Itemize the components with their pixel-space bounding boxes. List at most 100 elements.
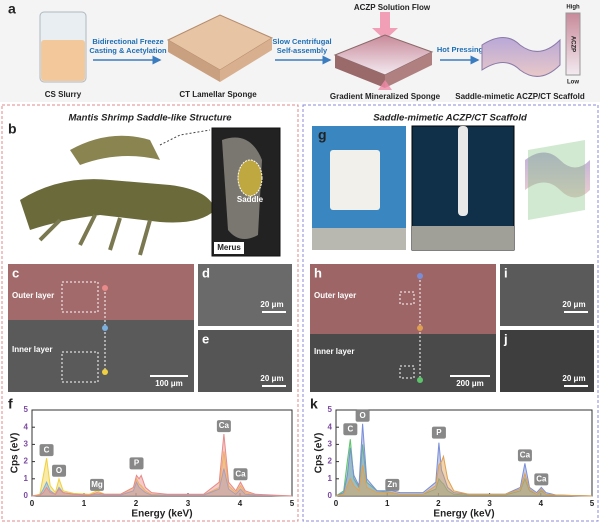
peak-label: Ca [536, 475, 547, 484]
y-tick-label: 5 [24, 405, 29, 414]
point [417, 325, 423, 331]
beaker [39, 11, 87, 83]
arrow-label: Slow Centrifugal [272, 37, 331, 46]
spectrum [31, 434, 293, 497]
panel-title: Mantis Shrimp Saddle-like Structure [68, 113, 232, 124]
panel-frame [1, 104, 299, 522]
y-axis-label: Cps (eV) [10, 433, 21, 474]
sem-image [500, 264, 594, 326]
arrow-label: Casting & Acetylation [89, 46, 167, 55]
point [417, 273, 423, 279]
panel-label: k [310, 396, 318, 412]
peak-label-box [39, 444, 54, 457]
y-axis-label: Cps (eV) [314, 433, 325, 474]
peak-label: Zn [387, 480, 397, 489]
sem-image [198, 330, 292, 392]
y-tick-label: 0 [24, 491, 29, 500]
flow-label: ACZP Solution Flow [354, 3, 431, 12]
panel-label: b [8, 121, 17, 137]
arrow-label: Self-assembly [277, 46, 328, 55]
image-label: Outer layer [314, 291, 356, 300]
panel-label: j [503, 331, 508, 346]
point [102, 325, 108, 331]
x-tick-label: 2 [134, 499, 139, 508]
x-tick-label: 1 [385, 499, 390, 508]
scale-label: 20 μm [562, 300, 585, 309]
y-tick-label: 5 [328, 405, 333, 414]
gradient-bar [565, 12, 581, 76]
peak-label: O [360, 411, 366, 420]
peak-label-box [233, 468, 248, 481]
peak-label: P [134, 458, 140, 467]
scale-label: 20 μm [260, 374, 283, 383]
x-tick-label: 3 [186, 499, 191, 508]
peak-label: Ca [219, 421, 230, 430]
panel-title: Saddle-mimetic ACZP/CT Scaffold [373, 113, 527, 124]
sem-image [500, 330, 594, 392]
peak-label-box [343, 423, 358, 436]
panel-label: a [8, 1, 16, 17]
peak-label-box [90, 478, 104, 491]
x-tick-label: 4 [539, 499, 544, 508]
image-label: Inner layer [314, 347, 354, 356]
peak-label-box [355, 409, 370, 422]
roi [399, 291, 415, 305]
roi [399, 365, 415, 379]
y-tick-label: 3 [328, 440, 333, 449]
image-label: Outer layer [12, 291, 54, 300]
x-tick-label: 5 [590, 499, 595, 508]
spectrum [335, 423, 593, 497]
y-tick-label: 0 [328, 491, 333, 500]
peak-label: C [347, 424, 353, 433]
step-label: CT Lamellar Sponge [179, 90, 257, 99]
y-tick-label: 1 [328, 474, 333, 483]
scaffold-icon [525, 152, 590, 198]
peak-label: Ca [520, 450, 531, 459]
peak-label-box [385, 478, 400, 491]
peak-label: Ca [235, 469, 246, 478]
bar-label: High [566, 5, 580, 11]
ruler [312, 228, 406, 250]
peak-label: Mg [91, 480, 103, 489]
bar-label: ACZP [569, 36, 575, 52]
peak-label-box [129, 457, 144, 470]
x-axis-label: Energy (keV) [131, 509, 192, 520]
scale-label: 20 μm [562, 374, 585, 383]
y-tick-label: 1 [24, 474, 29, 483]
x-tick-label: 5 [290, 499, 295, 508]
panel-frame [302, 104, 599, 522]
panel-label: h [314, 265, 322, 280]
point [417, 377, 423, 383]
peak-label: C [44, 445, 50, 454]
shrimp-photo [20, 129, 215, 256]
label-box [214, 242, 244, 254]
point [102, 369, 108, 375]
saddle-region [237, 159, 263, 197]
photo-label: Saddle [237, 195, 264, 204]
outer-overlay [8, 264, 194, 320]
peak-label: P [436, 428, 442, 437]
spectrum [31, 451, 293, 497]
x-tick-label: 1 [82, 499, 87, 508]
panel-label: g [318, 127, 327, 143]
spectrum [335, 454, 593, 497]
peak-label: O [56, 466, 62, 475]
sem-image [198, 264, 292, 326]
peak-label-box [431, 426, 446, 439]
plot-area [335, 409, 593, 497]
point [102, 285, 108, 291]
step-label: Gradient Mineralized Sponge [330, 92, 441, 101]
bent-sample [458, 126, 468, 216]
panel-label: d [202, 265, 210, 280]
roi [61, 351, 99, 383]
y-tick-label: 2 [328, 457, 333, 466]
scale-label: 100 μm [155, 379, 183, 388]
ruler [412, 226, 514, 250]
panel-label: i [504, 265, 508, 280]
panel-label: c [12, 265, 19, 280]
scale-label: 200 μm [456, 379, 484, 388]
x-tick-label: 0 [334, 499, 339, 508]
x-tick-label: 2 [436, 499, 441, 508]
spectrum [335, 439, 593, 497]
step-label: Saddle-mimetic ACZP/CT Scaffold [455, 92, 585, 101]
